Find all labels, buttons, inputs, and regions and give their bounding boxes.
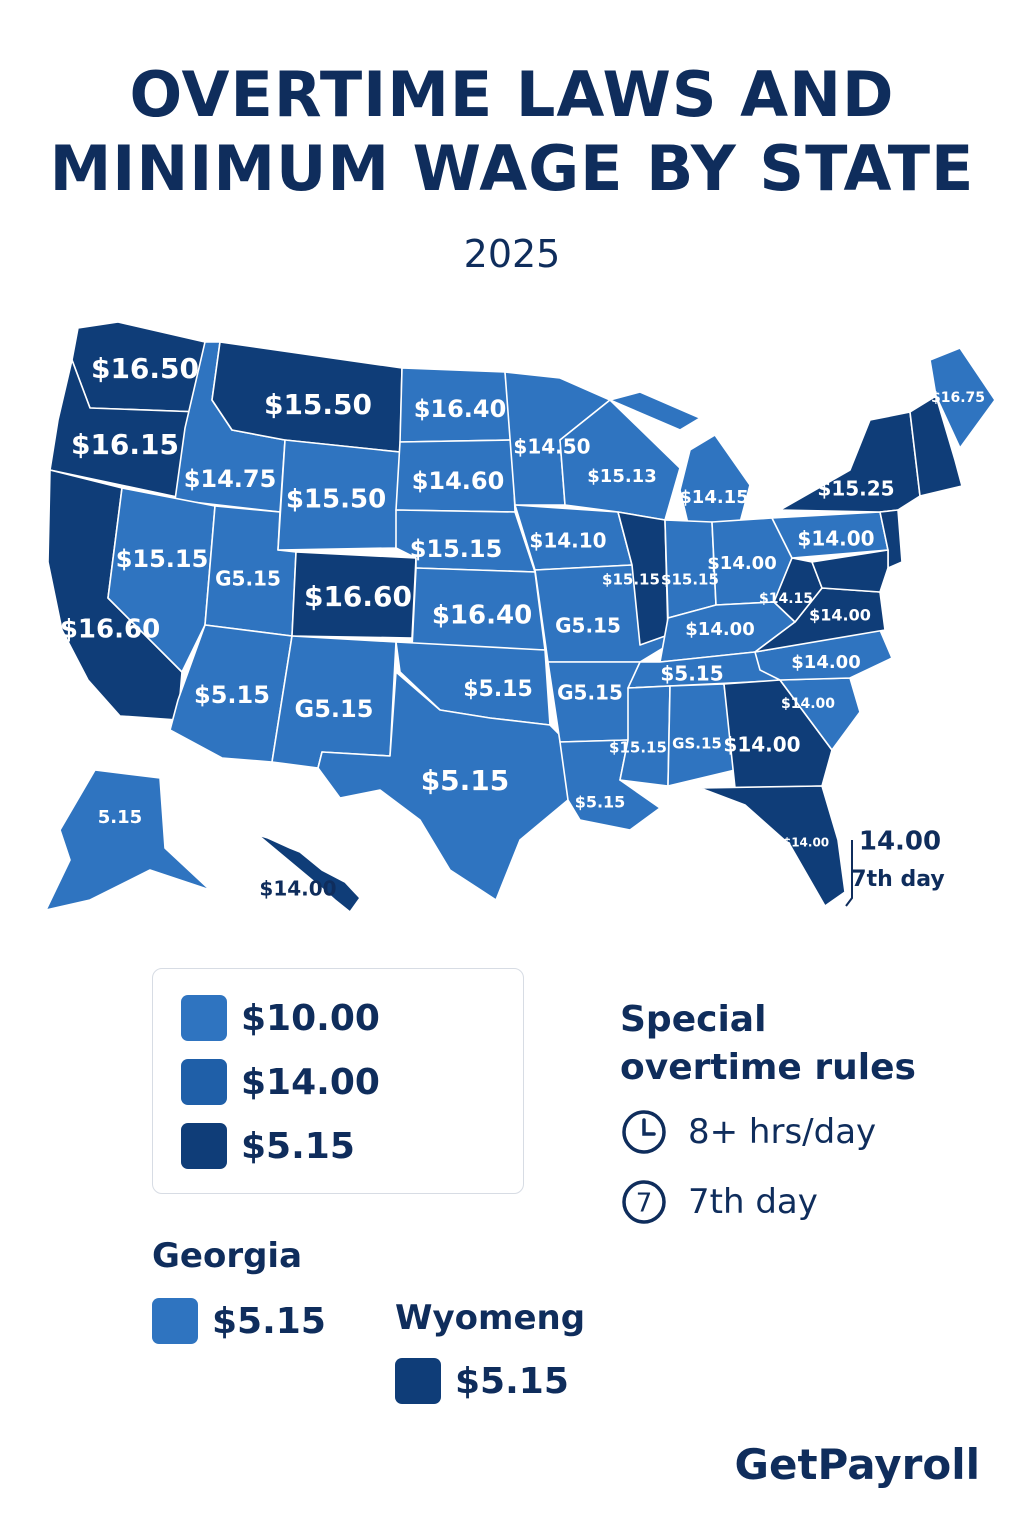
annotation-note: 7th day bbox=[851, 867, 944, 892]
state-nevada[interactable] bbox=[107, 487, 216, 673]
legend-swatch bbox=[181, 1123, 227, 1169]
us-state-map: $16.50$16.15$16.60$14.75$15.15G5.15$5.15… bbox=[45, 321, 996, 913]
seven-glyph: 7 bbox=[636, 1189, 653, 1219]
state-wage-label: 5.15 bbox=[98, 807, 142, 828]
state-wage-label: $14.00 bbox=[723, 733, 800, 757]
title-line-2: MINIMUM WAGE BY STATE bbox=[49, 132, 975, 205]
example-value: $5.15 bbox=[212, 1300, 326, 1342]
state-wage-label: $14.00 bbox=[685, 619, 754, 640]
state-wage-label: $14.75 bbox=[184, 465, 277, 493]
state-wage-label: $14.00 bbox=[781, 696, 835, 712]
state-wage-label: $14.00 bbox=[809, 606, 871, 625]
state-wage-label: $14.15 bbox=[759, 591, 813, 607]
legend-label: $14.00 bbox=[241, 1061, 380, 1103]
state-wage-label: $16.75 bbox=[931, 390, 985, 406]
legend-label: $5.15 bbox=[241, 1125, 355, 1167]
state-mississippi[interactable] bbox=[619, 685, 671, 787]
example-title-georgia: Georgia bbox=[152, 1236, 303, 1276]
state-wage-label: $15.25 bbox=[817, 477, 894, 501]
state-wage-label: $15.13 bbox=[587, 466, 656, 487]
legend-item: $14.00 bbox=[181, 1059, 380, 1105]
state-wage-label: G5.15 bbox=[295, 695, 374, 723]
state-wage-label: $16.60 bbox=[304, 580, 412, 613]
state-wage-label: $15.50 bbox=[264, 388, 372, 421]
state-wage-label: $15.15 bbox=[661, 571, 719, 589]
state-wage-label: $14.60 bbox=[412, 467, 505, 495]
legend-box: $10.00 $14.00 $5.15 bbox=[152, 968, 524, 1194]
state-wage-label: $5.15 bbox=[421, 764, 510, 797]
state-wage-label: $15.15 bbox=[410, 535, 503, 563]
state-wage-label: $15.15 bbox=[116, 545, 209, 573]
state-wage-label: $15.15 bbox=[609, 739, 667, 757]
seven-circle-icon: 7 bbox=[622, 1180, 666, 1224]
state-wage-label: GS.15 bbox=[672, 735, 722, 753]
state-wage-label: $15.50 bbox=[286, 485, 386, 515]
state-wage-label: G5.15 bbox=[215, 567, 281, 591]
special-rules-title: Special overtime rules bbox=[620, 996, 1000, 1092]
special-rules-title-line-2: overtime rules bbox=[620, 1047, 916, 1088]
state-illinois[interactable] bbox=[617, 511, 669, 646]
state-wage-label: $14.10 bbox=[529, 529, 606, 553]
rule-label: 8+ hrs/day bbox=[688, 1112, 877, 1152]
state-wage-label: $16.60 bbox=[60, 615, 160, 645]
state-wage-label: $5.15 bbox=[660, 662, 723, 686]
example-item-georgia: $5.15 bbox=[152, 1298, 326, 1344]
state-michigan-lower[interactable] bbox=[679, 434, 751, 533]
state-wage-label: $5.15 bbox=[575, 793, 626, 812]
example-title-wyoming: Wyomeng bbox=[395, 1298, 586, 1338]
state-new-england[interactable] bbox=[909, 395, 963, 497]
state-georgia[interactable] bbox=[723, 679, 833, 789]
brand-logo: GetPayroll bbox=[734, 1440, 980, 1489]
legend-swatch bbox=[181, 995, 227, 1041]
legend-swatch bbox=[181, 1059, 227, 1105]
example-value: $5.15 bbox=[455, 1360, 569, 1402]
legend-label: $10.00 bbox=[241, 997, 380, 1039]
state-hawaii[interactable] bbox=[257, 834, 361, 913]
year-subtitle: 2025 bbox=[463, 232, 561, 276]
state-wage-label: $5.15 bbox=[463, 677, 533, 702]
state-wage-label: $14.00 bbox=[791, 652, 860, 673]
example-swatch bbox=[395, 1358, 441, 1404]
state-wage-label: $14.50 bbox=[513, 435, 590, 459]
state-new-jersey[interactable] bbox=[879, 509, 903, 569]
florida-annotation-bracket bbox=[845, 840, 853, 907]
state-maryland-delaware[interactable] bbox=[811, 549, 889, 593]
page-title: OVERTIME LAWS AND MINIMUM WAGE BY STATE bbox=[0, 58, 1024, 206]
state-alaska[interactable] bbox=[45, 769, 211, 911]
state-wage-label: $5.15 bbox=[194, 681, 270, 709]
rule-label: 7th day bbox=[688, 1182, 818, 1222]
special-rules-title-line-1: Special bbox=[620, 999, 767, 1040]
state-maine[interactable] bbox=[929, 347, 996, 449]
rule-item-hours: 8+ hrs/day bbox=[620, 1108, 876, 1156]
state-wage-label: $15.15 bbox=[602, 571, 660, 589]
title-line-1: OVERTIME LAWS AND bbox=[129, 58, 895, 131]
state-wage-label: $14.15 bbox=[679, 487, 748, 508]
state-wage-label: $16.15 bbox=[71, 428, 179, 461]
state-wage-label: $16.50 bbox=[91, 352, 199, 385]
state-wage-label: $14.00 bbox=[797, 527, 874, 551]
annotation-wage: 14.00 bbox=[859, 827, 941, 857]
rule-item-seventh-day: 7 7th day bbox=[620, 1178, 818, 1226]
legend-item: $5.15 bbox=[181, 1123, 355, 1169]
state-wage-label: $16.40 bbox=[414, 395, 507, 423]
state-florida[interactable] bbox=[699, 785, 846, 907]
state-texas[interactable] bbox=[317, 671, 569, 901]
example-item-wyoming: $5.15 bbox=[395, 1358, 569, 1404]
example-swatch bbox=[152, 1298, 198, 1344]
state-wage-label: $14.00 bbox=[707, 553, 776, 574]
state-wage-label: $16.40 bbox=[432, 601, 532, 631]
state-wage-label: $14.00 bbox=[259, 877, 336, 901]
state-michigan-upper[interactable] bbox=[609, 391, 701, 431]
clock-icon bbox=[622, 1110, 666, 1154]
state-wage-label: G5.15 bbox=[557, 681, 623, 705]
state-wage-label: $14.00 bbox=[783, 836, 829, 850]
legend-item: $10.00 bbox=[181, 995, 380, 1041]
state-wage-label: G5.15 bbox=[555, 614, 621, 638]
